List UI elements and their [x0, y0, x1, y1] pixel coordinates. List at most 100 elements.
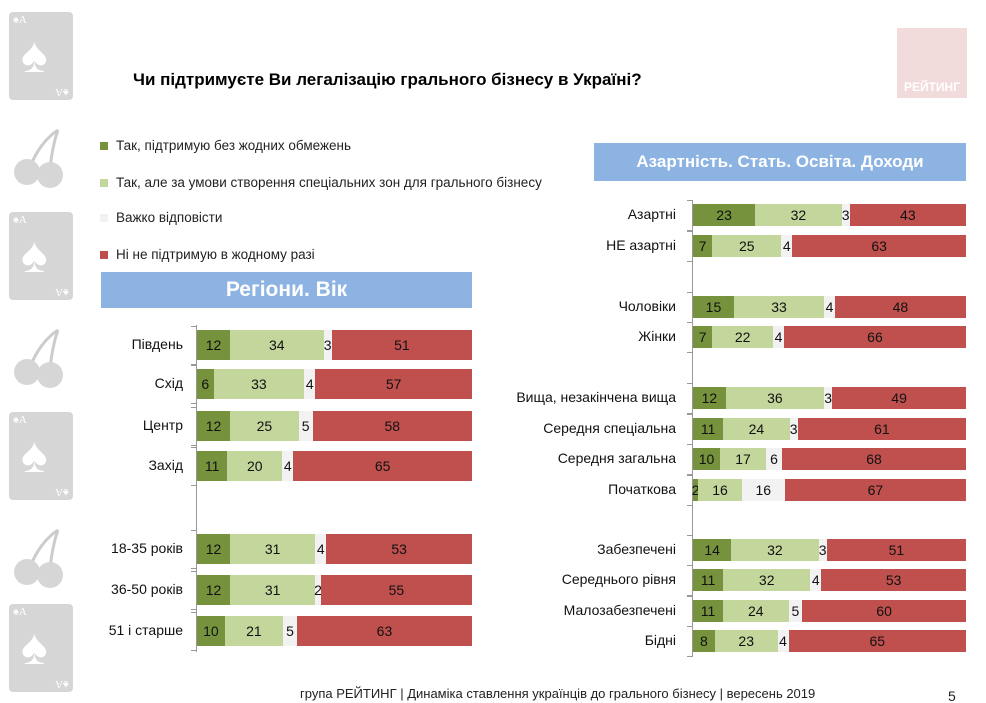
axis-tick — [687, 444, 692, 445]
category-label: Середня спеціальна — [543, 420, 676, 436]
bar-segment: 34 — [230, 330, 324, 360]
category-label: Жінки — [638, 328, 676, 344]
bar-segment: 16 — [698, 479, 742, 501]
bar-segment: 60 — [802, 600, 966, 622]
bar-segment: 51 — [331, 330, 472, 360]
axis-tick — [191, 364, 196, 365]
stacked-bar: 11 24 3 61 — [693, 418, 966, 440]
bar-segment: 31 — [230, 575, 316, 605]
stacked-bar: 12 31 4 53 — [197, 534, 472, 564]
bar-segment: 17 — [720, 448, 766, 470]
axis-tick — [191, 530, 196, 531]
bar-segment: 2 — [692, 479, 700, 501]
bar-segment: 21 — [224, 616, 284, 646]
bar-segment: 6 — [765, 448, 783, 470]
legend-item: Ні не підтримую в жодному разі — [100, 247, 315, 262]
axis-tick — [687, 565, 692, 566]
category-label: Схід — [154, 375, 183, 391]
bar-segment: 4 — [282, 451, 294, 481]
bar-segment: 32 — [723, 569, 811, 591]
category-label: Бідні — [644, 632, 676, 648]
bar-segment: 4 — [772, 326, 784, 348]
bar-segment: 5 — [788, 600, 803, 622]
bar-segment: 66 — [783, 326, 966, 348]
axis-tick — [191, 365, 196, 366]
bar-segment: 11 — [693, 600, 724, 622]
bar-segment: 33 — [733, 296, 825, 318]
bar-segment: 49 — [832, 387, 966, 409]
category-label: Середня загальна — [557, 450, 676, 466]
category-label: Центр — [142, 417, 183, 433]
stacked-bar: 12 34 3 51 — [197, 330, 472, 360]
bar-segment: 12 — [197, 575, 230, 605]
axis-tick — [687, 505, 692, 506]
bar-segment: 33 — [213, 369, 305, 399]
ace-of-spades-icon: ♠A ♠ ♠A — [9, 12, 73, 100]
footer: група РЕЙТИНГ | Динаміка ставлення украї… — [300, 686, 816, 701]
bar-segment: 4 — [777, 630, 789, 652]
axis-tick — [191, 568, 196, 569]
axis-tick — [687, 413, 692, 414]
bar-segment: 24 — [723, 600, 789, 622]
stacked-bar: 10 21 5 63 — [197, 616, 472, 646]
axis-tick — [687, 230, 692, 231]
bar-segment: 24 — [723, 418, 790, 440]
bar-segment: 12 — [197, 330, 230, 360]
bar-segment: 25 — [712, 235, 782, 257]
category-label: Малозабезпечені — [563, 602, 676, 618]
bar-segment: 16 — [741, 479, 785, 501]
axis-tick — [687, 261, 692, 262]
bar-segment: 7 — [693, 235, 713, 257]
axis-tick — [687, 626, 692, 627]
bar-segment: 61 — [797, 418, 966, 440]
bar-segment: 3 — [789, 418, 798, 440]
axis-tick — [687, 200, 692, 201]
stacked-bar: 2 16 16 67 — [692, 479, 966, 501]
bar-segment: 3 — [841, 204, 850, 226]
stacked-bar: 12 36 3 49 — [693, 387, 966, 409]
y-axis — [692, 200, 693, 657]
bar-segment: 55 — [320, 575, 472, 605]
category-label: Південь — [131, 336, 183, 352]
bar-segment: 48 — [834, 296, 966, 318]
axis-tick — [687, 656, 692, 657]
bar-segment: 65 — [293, 451, 472, 481]
category-label: 18-35 років — [111, 540, 183, 556]
category-label: Захід — [148, 457, 183, 473]
axis-tick — [191, 445, 196, 446]
stacked-bar: 7 25 4 63 — [693, 235, 966, 257]
bar-segment: 22 — [712, 326, 773, 348]
category-label: Середнього рівня — [561, 571, 676, 587]
category-label: Початкова — [608, 481, 676, 497]
stacked-bar: 23 32 3 43 — [693, 204, 966, 226]
bar-segment: 14 — [693, 539, 732, 561]
bar-segment: 20 — [227, 451, 283, 481]
bar-segment: 3 — [818, 539, 827, 561]
stacked-bar: 14 32 3 51 — [693, 539, 966, 561]
axis-tick — [687, 292, 692, 293]
bar-segment: 57 — [315, 369, 472, 399]
category-label: 36-50 років — [111, 581, 183, 597]
axis-tick — [191, 571, 196, 572]
axis-tick — [687, 322, 692, 323]
category-label: Забезпечені — [597, 541, 676, 557]
bar-segment: 7 — [693, 326, 713, 348]
axis-tick — [191, 612, 196, 613]
legend-item: Важко відповісти — [100, 210, 222, 225]
category-label: Вища, незакінчена вища — [516, 389, 676, 405]
bar-segment: 2 — [314, 575, 322, 605]
stacked-bar: 11 20 4 65 — [197, 451, 472, 481]
axis-tick — [191, 326, 196, 327]
axis-tick — [687, 596, 692, 597]
legend-item: Так, але за умови створення спеціальних … — [100, 175, 542, 190]
bar-segment: 12 — [693, 387, 726, 409]
bar-segment: 43 — [849, 204, 966, 226]
stacked-bar: 12 31 2 55 — [197, 575, 472, 605]
chart-title-gambling-gender-education-income: Азартність. Стать. Освіта. Доходи — [594, 143, 966, 181]
bar-segment: 63 — [792, 235, 966, 257]
axis-tick — [191, 403, 196, 404]
bar-segment: 4 — [304, 369, 316, 399]
bar-segment: 3 — [824, 387, 833, 409]
bar-segment: 4 — [315, 534, 327, 564]
